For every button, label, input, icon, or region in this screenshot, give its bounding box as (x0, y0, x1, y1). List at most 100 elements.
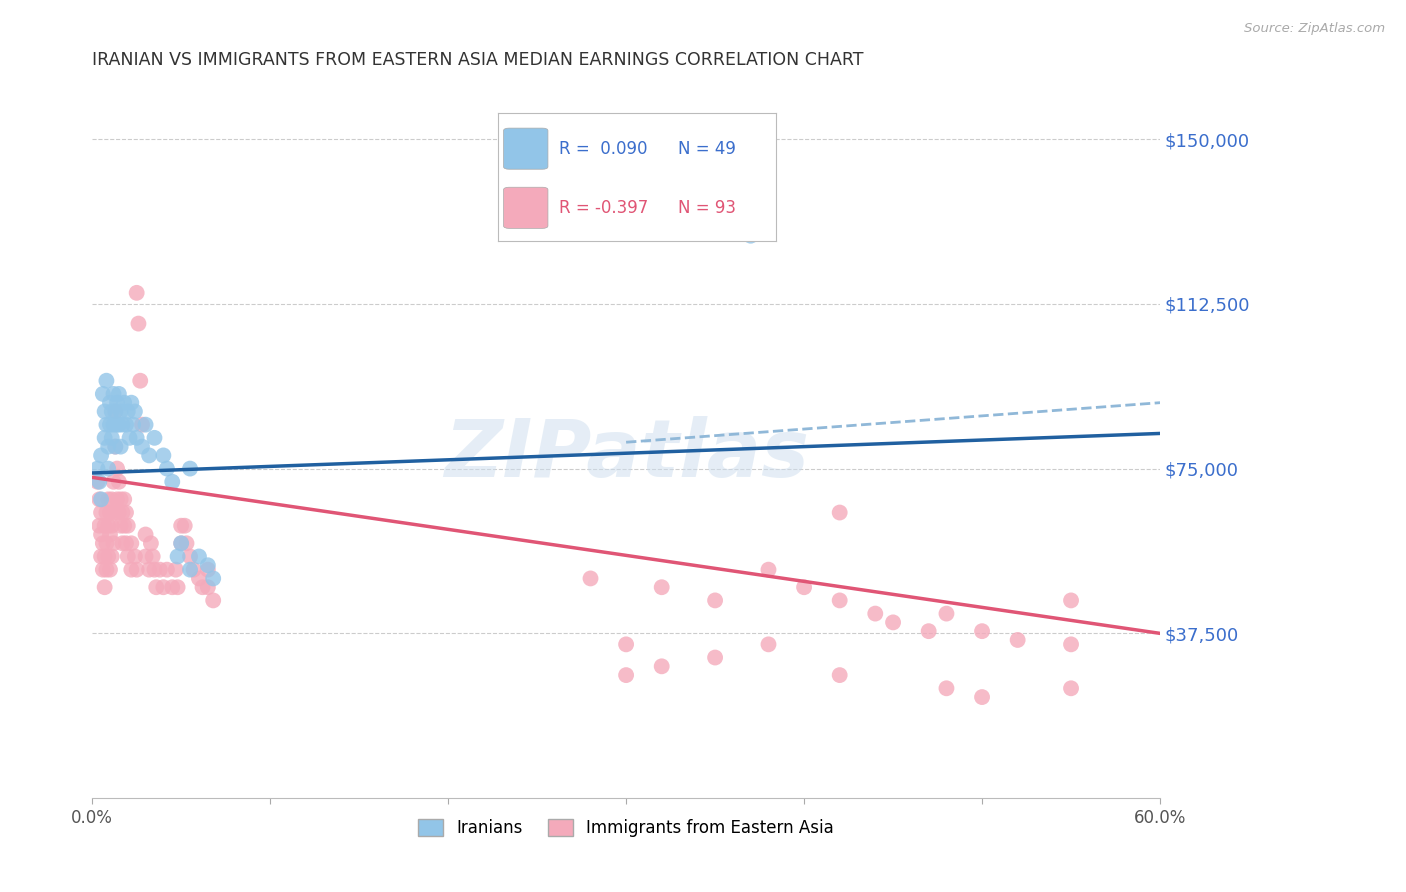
Text: ZIPatlas: ZIPatlas (444, 417, 808, 494)
Point (152, 449, 174, 463)
Point (124, 549, 146, 564)
Point (176, 536, 198, 550)
Point (828, 668, 851, 682)
Point (110, 518, 132, 533)
Point (127, 317, 149, 331)
Point (105, 492, 128, 507)
Point (97, 549, 120, 564)
Point (918, 624, 941, 639)
Point (103, 506, 125, 520)
Point (143, 563, 166, 577)
Point (704, 593, 727, 607)
Point (97, 440, 120, 454)
Point (935, 607, 957, 621)
Point (104, 404, 127, 418)
Point (143, 431, 166, 445)
Point (108, 387, 131, 401)
Point (122, 417, 145, 432)
Point (98, 563, 121, 577)
Point (111, 506, 134, 520)
Point (138, 449, 160, 463)
Point (108, 417, 131, 432)
Point (170, 518, 193, 533)
Point (138, 563, 160, 577)
Point (131, 417, 153, 432)
Point (111, 417, 134, 432)
Point (93, 518, 115, 533)
Point (110, 492, 132, 507)
Point (111, 536, 134, 550)
Point (651, 659, 673, 673)
Point (90, 527, 112, 541)
Point (98, 527, 121, 541)
Point (103, 387, 125, 401)
Point (117, 518, 139, 533)
Point (1060, 681, 1083, 696)
Point (112, 518, 135, 533)
Point (104, 440, 127, 454)
Point (614, 668, 637, 682)
Point (89, 492, 111, 507)
Point (100, 492, 122, 507)
Point (139, 536, 162, 550)
Point (935, 681, 957, 696)
Point (170, 536, 193, 550)
Point (129, 374, 152, 388)
Point (93, 431, 115, 445)
Point (90, 506, 112, 520)
Text: Source: ZipAtlas.com: Source: ZipAtlas.com (1244, 22, 1385, 36)
Point (173, 518, 195, 533)
Point (91, 387, 114, 401)
Point (162, 475, 184, 489)
Point (125, 563, 148, 577)
Point (165, 563, 187, 577)
Point (740, 228, 762, 243)
Point (131, 440, 153, 454)
Point (112, 395, 135, 409)
Point (188, 549, 211, 564)
Point (112, 492, 135, 507)
Point (124, 404, 146, 418)
Point (104, 440, 127, 454)
Point (166, 549, 188, 564)
Point (98, 506, 121, 520)
Point (1060, 637, 1083, 651)
Point (125, 285, 148, 300)
Point (96, 563, 118, 577)
Point (828, 506, 851, 520)
Point (149, 563, 172, 577)
Point (135, 549, 157, 564)
Point (100, 431, 122, 445)
Point (183, 563, 205, 577)
Point (97, 518, 120, 533)
Point (152, 580, 174, 594)
Point (100, 549, 122, 564)
Text: IRANIAN VS IMMIGRANTS FROM EASTERN ASIA MEDIAN EARNINGS CORRELATION CHART: IRANIAN VS IMMIGRANTS FROM EASTERN ASIA … (93, 51, 863, 69)
Point (865, 607, 887, 621)
Point (103, 475, 125, 489)
Point (135, 417, 157, 432)
Point (758, 637, 780, 651)
Point (90, 492, 112, 507)
Point (1060, 593, 1083, 607)
Point (118, 431, 141, 445)
Point (90, 449, 112, 463)
Point (108, 475, 131, 489)
Point (86, 475, 108, 489)
Point (125, 431, 148, 445)
Point (202, 593, 225, 607)
Point (828, 593, 851, 607)
Point (170, 536, 193, 550)
Point (103, 417, 125, 432)
Point (156, 461, 179, 475)
Point (96, 374, 118, 388)
Point (89, 518, 111, 533)
Point (110, 440, 132, 454)
Point (98, 395, 121, 409)
Point (188, 571, 211, 585)
Point (197, 558, 219, 573)
Point (704, 650, 727, 665)
Point (105, 417, 128, 432)
Point (882, 615, 904, 630)
Point (135, 527, 157, 541)
